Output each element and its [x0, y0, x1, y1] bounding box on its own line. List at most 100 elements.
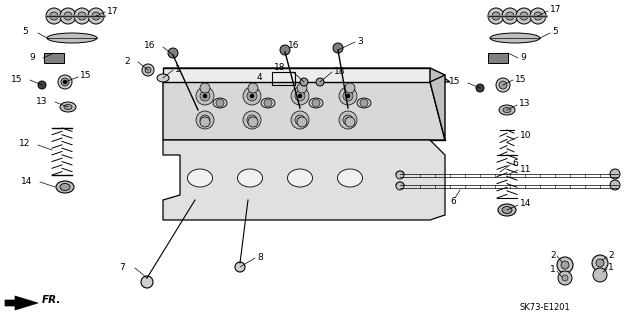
- Circle shape: [534, 12, 542, 20]
- Circle shape: [520, 12, 528, 20]
- Text: 14: 14: [20, 176, 32, 186]
- Circle shape: [200, 83, 210, 93]
- Polygon shape: [5, 296, 38, 310]
- Text: 13: 13: [35, 97, 47, 106]
- Circle shape: [200, 117, 210, 127]
- Ellipse shape: [188, 169, 212, 187]
- Text: 15: 15: [10, 75, 22, 84]
- Circle shape: [92, 12, 100, 20]
- Text: 14: 14: [520, 199, 531, 209]
- Circle shape: [247, 91, 257, 101]
- Circle shape: [200, 91, 210, 101]
- Text: 10: 10: [520, 131, 531, 140]
- Circle shape: [561, 261, 569, 269]
- Circle shape: [168, 48, 178, 58]
- Circle shape: [142, 64, 154, 76]
- Circle shape: [396, 182, 404, 190]
- Polygon shape: [430, 68, 445, 140]
- Circle shape: [247, 115, 257, 125]
- Text: 2: 2: [550, 250, 556, 259]
- Text: 6: 6: [512, 159, 518, 167]
- Text: 18: 18: [334, 66, 346, 76]
- Text: 17: 17: [107, 6, 118, 16]
- Text: 4: 4: [257, 73, 262, 83]
- Circle shape: [295, 115, 305, 125]
- Text: 15: 15: [80, 71, 92, 80]
- Text: 15: 15: [449, 78, 460, 86]
- Circle shape: [295, 91, 305, 101]
- Circle shape: [496, 78, 510, 92]
- Circle shape: [360, 99, 368, 107]
- Circle shape: [343, 115, 353, 125]
- Text: 18: 18: [273, 63, 285, 72]
- Circle shape: [141, 276, 153, 288]
- Circle shape: [61, 78, 69, 86]
- Circle shape: [63, 80, 67, 84]
- Circle shape: [88, 8, 104, 24]
- Ellipse shape: [157, 74, 169, 82]
- Text: FR.: FR.: [42, 295, 61, 305]
- Circle shape: [200, 115, 210, 125]
- Text: 2: 2: [608, 251, 614, 261]
- Circle shape: [50, 12, 58, 20]
- Circle shape: [339, 111, 357, 129]
- Circle shape: [596, 259, 604, 267]
- Circle shape: [345, 83, 355, 93]
- Circle shape: [250, 94, 254, 98]
- Circle shape: [499, 81, 507, 89]
- Circle shape: [216, 99, 224, 107]
- Circle shape: [298, 118, 302, 122]
- Circle shape: [235, 262, 245, 272]
- Ellipse shape: [237, 169, 262, 187]
- Circle shape: [297, 83, 307, 93]
- Bar: [488, 53, 508, 63]
- Circle shape: [196, 87, 214, 105]
- Text: 1: 1: [608, 263, 614, 272]
- Circle shape: [610, 169, 620, 179]
- Ellipse shape: [499, 105, 515, 115]
- Text: 3: 3: [357, 36, 363, 46]
- Circle shape: [58, 75, 72, 89]
- Polygon shape: [163, 68, 430, 82]
- Text: 17: 17: [550, 5, 561, 14]
- Ellipse shape: [502, 206, 512, 213]
- Text: 1: 1: [175, 64, 180, 73]
- Circle shape: [243, 111, 261, 129]
- Ellipse shape: [357, 98, 371, 108]
- Circle shape: [203, 94, 207, 98]
- Text: 8: 8: [257, 253, 263, 262]
- Circle shape: [346, 94, 350, 98]
- Circle shape: [46, 8, 62, 24]
- Circle shape: [333, 43, 343, 53]
- Circle shape: [300, 78, 308, 86]
- Text: 15: 15: [515, 75, 527, 84]
- Text: 13: 13: [519, 100, 531, 108]
- Circle shape: [250, 118, 254, 122]
- Circle shape: [38, 81, 46, 89]
- Ellipse shape: [213, 98, 227, 108]
- Circle shape: [557, 257, 573, 273]
- Circle shape: [488, 8, 504, 24]
- Circle shape: [592, 255, 608, 271]
- Text: 2: 2: [124, 56, 130, 65]
- Circle shape: [339, 87, 357, 105]
- Circle shape: [145, 67, 151, 73]
- Text: 7: 7: [119, 263, 125, 271]
- Circle shape: [516, 8, 532, 24]
- Text: SK73-E1201: SK73-E1201: [520, 303, 571, 313]
- Ellipse shape: [503, 108, 511, 113]
- Circle shape: [530, 8, 546, 24]
- Circle shape: [264, 99, 272, 107]
- Ellipse shape: [498, 204, 516, 216]
- Ellipse shape: [309, 98, 323, 108]
- Text: 16: 16: [143, 41, 155, 50]
- Circle shape: [248, 117, 258, 127]
- Text: 11: 11: [520, 165, 531, 174]
- Ellipse shape: [490, 33, 540, 43]
- Ellipse shape: [287, 169, 312, 187]
- Text: 5: 5: [22, 27, 28, 36]
- Ellipse shape: [337, 169, 362, 187]
- Polygon shape: [163, 140, 445, 220]
- Circle shape: [74, 8, 90, 24]
- Circle shape: [610, 180, 620, 190]
